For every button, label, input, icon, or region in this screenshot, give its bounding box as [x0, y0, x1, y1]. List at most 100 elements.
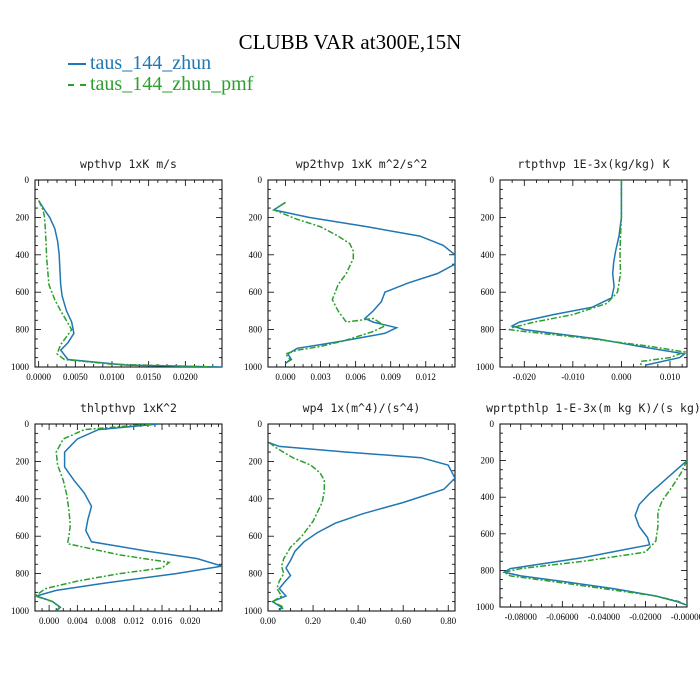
y-tick-label: 800: [16, 569, 30, 579]
x-tick-label: -0.020: [513, 372, 537, 382]
y-tick-label: 800: [481, 565, 495, 575]
series-line-taus-144-zhun: [271, 201, 455, 364]
x-tick-label: 0.010: [660, 372, 681, 382]
y-tick-label: 1000: [11, 362, 30, 372]
y-tick-label: 400: [249, 494, 263, 504]
x-tick-label: 0.004: [67, 616, 88, 626]
legend-line-icon: [68, 63, 86, 66]
x-tick-label: -0.00000: [671, 612, 700, 622]
y-tick-label: 0: [490, 419, 495, 429]
x-tick-label: 0.016: [152, 616, 173, 626]
panel-frame: [34, 179, 223, 368]
panel-6: wprtpthlp 1-E-3x(m kg K)/(s kg) 0 200 400 60…: [476, 401, 700, 622]
y-tick-label: 0: [258, 175, 263, 185]
y-tick-label: 600: [249, 531, 263, 541]
x-tick-label: 0.20: [305, 616, 321, 626]
y-tick-label: 200: [249, 212, 263, 222]
series-line-taus-144-zhun-pmf: [502, 460, 687, 606]
x-tick-label: -0.02000: [629, 612, 662, 622]
x-tick-label: 0.80: [440, 616, 456, 626]
y-tick-label: 800: [481, 325, 495, 335]
series-line-taus-144-zhun-pmf: [272, 201, 387, 364]
y-tick-label: 400: [481, 250, 495, 260]
legend-label-1: taus_144_zhun: [90, 52, 212, 74]
y-tick-label: 200: [16, 212, 30, 222]
y-tick-label: 600: [249, 287, 263, 297]
panel-title: wp2thvp 1xK m^2/s^2: [296, 157, 428, 171]
x-tick-label: 0.0200: [173, 372, 198, 382]
x-tick-label: 0.0150: [136, 372, 161, 382]
y-tick-label: 600: [481, 529, 495, 539]
panel-frame: [499, 423, 688, 608]
panel-title: rtpthvp 1E-3x(kg/kg) K: [517, 157, 669, 171]
x-tick-label: 0.020: [180, 616, 201, 626]
x-tick-label: 0.60: [395, 616, 411, 626]
x-tick-label: 0.0100: [100, 372, 125, 382]
y-tick-label: 600: [16, 287, 30, 297]
y-tick-label: 400: [249, 250, 263, 260]
x-tick-label: 0.012: [416, 372, 436, 382]
panel-frame: [34, 423, 223, 612]
panel-4: thlpthvp 1xK^2 0 200 400 600 800 1000 0.000 0.00…: [11, 401, 223, 626]
panel-frame: [267, 179, 456, 368]
series-line-taus-144-zhun-pmf: [268, 442, 326, 611]
x-tick-label: 0.0000: [26, 372, 51, 382]
x-tick-label: -0.010: [561, 372, 585, 382]
y-tick-label: 1000: [476, 362, 495, 372]
series-line-taus-144-zhun: [38, 200, 222, 367]
y-tick-label: 800: [249, 569, 263, 579]
y-tick-label: 200: [481, 456, 495, 466]
y-tick-label: 600: [481, 287, 495, 297]
panel-title: thlpthvp 1xK^2: [80, 401, 177, 415]
y-tick-label: 800: [16, 325, 30, 335]
x-tick-label: 0.00: [260, 616, 276, 626]
x-tick-label: 0.003: [310, 372, 331, 382]
panel-frame: [267, 423, 456, 612]
x-tick-label: 0.009: [381, 372, 402, 382]
legend-line-icon: [68, 84, 86, 87]
legend-entry-2: taus_144_zhun_pmf: [68, 73, 253, 95]
y-tick-label: 400: [16, 250, 30, 260]
series-line-taus-144-zhun: [268, 441, 455, 611]
series-line-taus-144-zhun: [502, 460, 687, 606]
y-tick-label: 0: [25, 175, 30, 185]
y-tick-label: 0: [258, 419, 263, 429]
panel-title: wprtpthlp 1-E-3x(m kg K)/(s kg): [486, 401, 700, 415]
panel-title: wpthvp 1xK m/s: [80, 157, 177, 171]
series-line-taus-144-zhun-pmf: [38, 200, 215, 367]
y-tick-label: 400: [481, 492, 495, 502]
x-tick-label: -0.04000: [588, 612, 621, 622]
x-tick-label: -0.06000: [546, 612, 579, 622]
panel-3: rtpthvp 1E-3x(kg/kg) K 0 200 400 600 800 1000 -…: [476, 157, 688, 382]
y-tick-label: 1000: [244, 606, 263, 616]
series-line-taus-144-zhun-pmf: [35, 424, 171, 611]
panel-title: wp4 1x(m^4)/(s^4): [303, 401, 421, 415]
series-line-taus-144-zhun: [35, 424, 222, 611]
y-tick-label: 800: [249, 325, 263, 335]
y-tick-label: 600: [16, 531, 30, 541]
x-tick-label: 0.006: [346, 372, 367, 382]
x-tick-label: 0.000: [611, 372, 632, 382]
x-tick-label: -0.08000: [505, 612, 538, 622]
y-tick-label: 1000: [244, 362, 263, 372]
y-tick-label: 400: [16, 494, 30, 504]
x-tick-label: 0.008: [95, 616, 116, 626]
series-line-taus-144-zhun-pmf: [507, 180, 687, 366]
figure-title: CLUBB VAR at300E,15N: [238, 30, 462, 54]
y-tick-label: 1000: [476, 602, 495, 612]
legend-label-2: taus_144_zhun_pmf: [90, 73, 254, 95]
y-tick-label: 1000: [11, 606, 30, 616]
x-tick-label: 0.000: [39, 616, 60, 626]
x-tick-label: 0.0050: [63, 372, 88, 382]
y-tick-label: 200: [16, 456, 30, 466]
x-tick-label: 0.012: [124, 616, 144, 626]
panel-2: wp2thvp 1xK m^2/s^2 0 200 400 600 800 1000 0.00…: [244, 157, 456, 382]
y-tick-label: 0: [490, 175, 495, 185]
legend-entry-1: taus_144_zhun: [68, 52, 211, 74]
x-tick-label: 0.40: [350, 616, 366, 626]
y-tick-label: 200: [249, 456, 263, 466]
